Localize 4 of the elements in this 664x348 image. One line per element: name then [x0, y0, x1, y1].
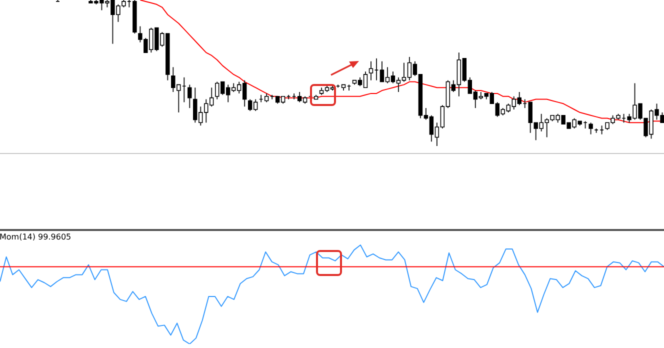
candlestick: [188, 84, 192, 109]
candlestick: [588, 122, 593, 135]
candlestick: [368, 60, 374, 81]
chart-title: Mom(14) 99.9605: [0, 232, 72, 242]
